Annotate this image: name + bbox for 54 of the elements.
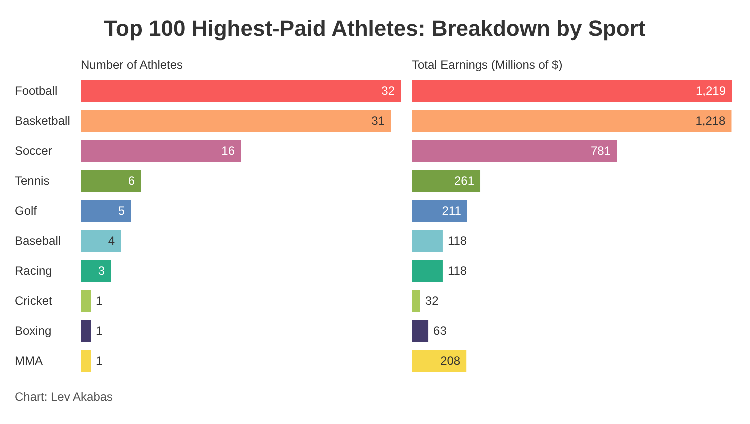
y-tick-label: Basketball [15, 114, 70, 128]
y-tick-label: Golf [15, 204, 38, 218]
bar [81, 170, 141, 192]
data-label: 1,218 [696, 114, 726, 128]
y-tick-label: Tennis [15, 174, 50, 188]
data-label: 4 [108, 234, 116, 248]
data-label: 118 [448, 264, 468, 278]
bar [81, 110, 391, 132]
bar [81, 290, 91, 312]
data-label: 211 [442, 204, 462, 218]
data-label: 6 [128, 174, 136, 188]
y-tick-label: Racing [15, 264, 52, 278]
bar [81, 230, 121, 252]
bar [81, 350, 91, 372]
y-tick-label: Baseball [15, 234, 62, 248]
data-label: 31 [372, 114, 386, 128]
y-tick-label: Football [15, 84, 58, 98]
bar [412, 320, 429, 342]
chart-subtitle: Number of Athletes [80, 57, 184, 74]
bar [81, 80, 401, 102]
bar [81, 260, 111, 282]
data-label: 261 [454, 174, 475, 188]
bar [412, 290, 420, 312]
data-label: 3 [98, 264, 106, 278]
data-label: 1 [96, 324, 103, 338]
data-label: 208 [440, 354, 461, 368]
data-label: 781 [590, 144, 612, 158]
data-label: 32 [382, 84, 396, 98]
bar [412, 80, 732, 102]
bar [412, 140, 618, 162]
y-tick-label: Soccer [15, 144, 52, 158]
data-label: 118 [448, 234, 468, 248]
data-label: 16 [222, 144, 236, 158]
data-label: 32 [425, 294, 440, 308]
chart-title: Total Earnings (Millions of $) [412, 57, 564, 74]
data-label: 5 [118, 204, 126, 218]
bar [412, 260, 443, 282]
y-tick-label: MMA [15, 354, 43, 368]
bar [412, 110, 732, 132]
bar [412, 200, 468, 222]
y-tick-label: Boxing [15, 324, 52, 338]
bar [81, 320, 91, 342]
bar [412, 170, 481, 192]
data-label: 63 [434, 324, 448, 338]
bar [81, 200, 131, 222]
data-label: 1,219 [696, 84, 726, 98]
data-label: 1 [96, 354, 103, 368]
text: Chart: Lev Akabas [14, 390, 114, 404]
bar [412, 230, 443, 252]
bar [412, 350, 467, 372]
y-tick-label: Cricket [15, 294, 53, 308]
chart-title: Top 100 Highest-Paid Athletes: Breakdown by Sport [103, 15, 647, 43]
data-label: 1 [96, 294, 103, 308]
bar [81, 140, 241, 162]
